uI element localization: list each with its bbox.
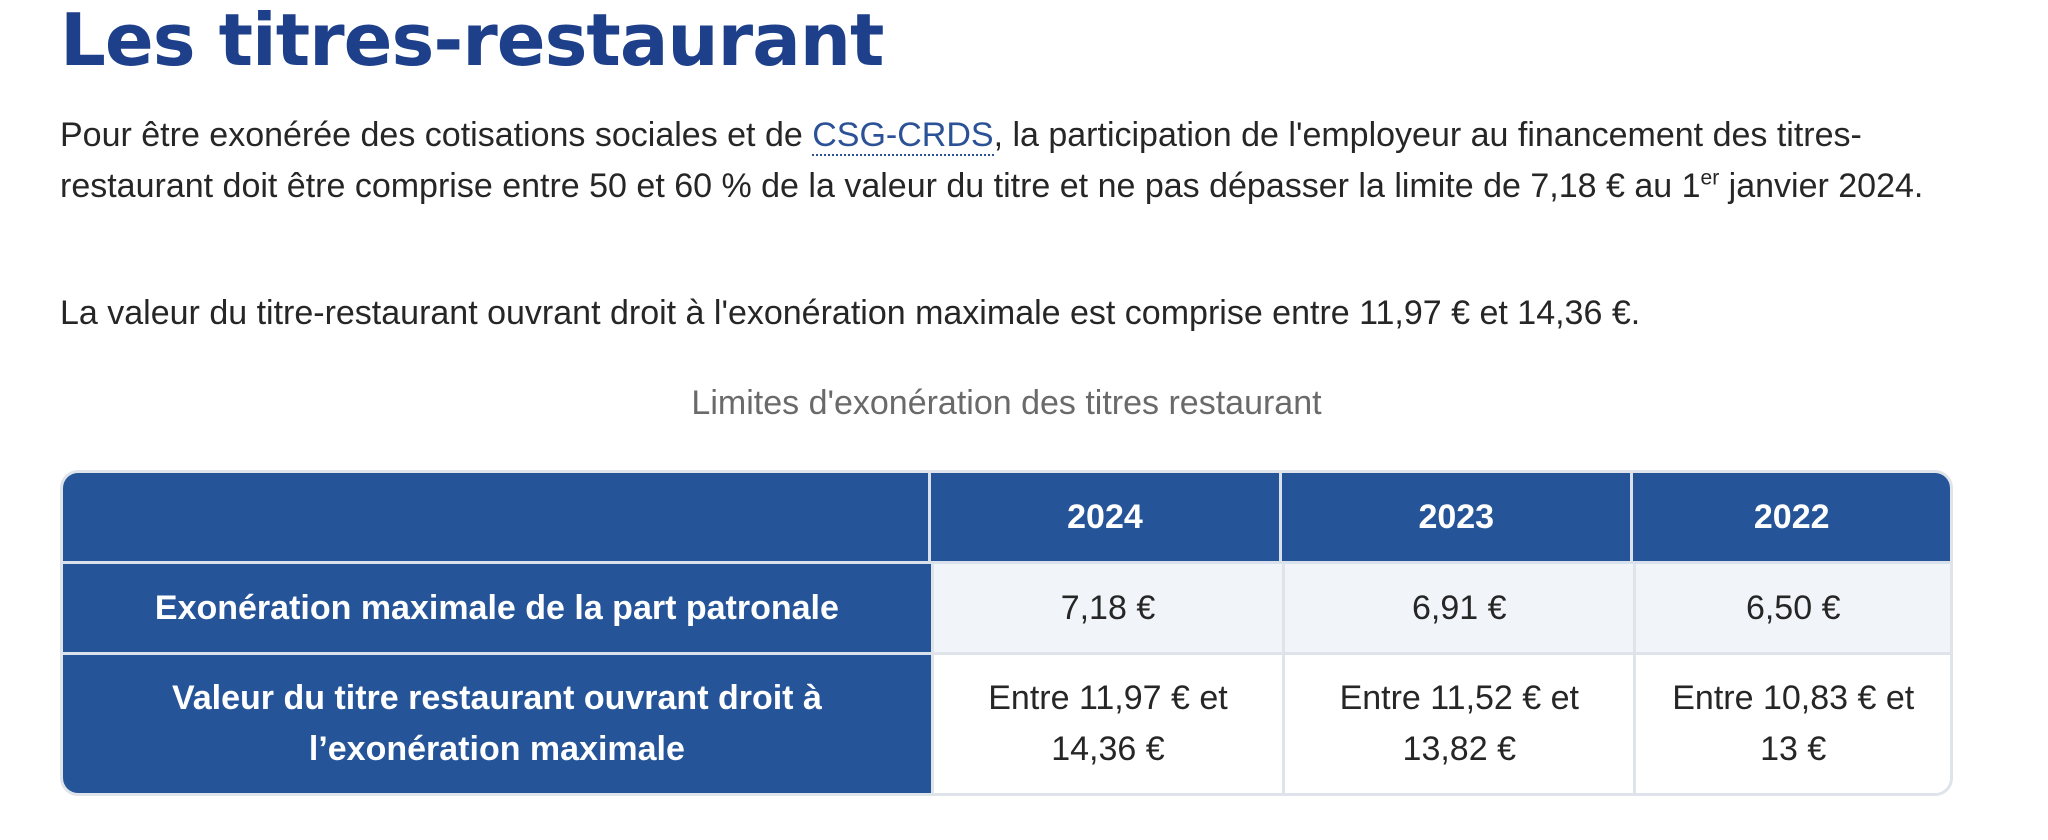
intro-text-start: Pour être exonérée des cotisations socia… (60, 116, 813, 154)
intro-text-middle: , la participation de l'employeur au fin… (60, 116, 1862, 205)
cell-line: Entre 11,52 € et (1339, 679, 1579, 717)
row-label-title-value: Valeur du titre restaurant ouvrant droit… (63, 655, 931, 793)
header-cell-2023: 2023 (1282, 473, 1634, 564)
table-cell: Entre 10,83 € et 13 € (1633, 655, 1950, 793)
cell-line: 13 € (1760, 730, 1827, 768)
cell-line: Entre 11,97 € et (988, 679, 1228, 717)
intro-paragraph: Pour être exonérée des cotisations socia… (60, 110, 1960, 212)
row-label-line: l’exonération maximale (308, 730, 685, 768)
table-cell: Entre 11,97 € et 14,36 € (930, 655, 1283, 793)
table-cell: 7,18 € (930, 564, 1283, 655)
table-header-row: 2024 2023 2022 (63, 473, 1950, 564)
table-row: Exonération maximale de la part patronal… (63, 564, 1950, 655)
table-row: Valeur du titre restaurant ouvrant droit… (63, 655, 1950, 793)
cell-line: Entre 10,83 € et (1672, 679, 1915, 717)
header-cell-2022: 2022 (1633, 473, 1950, 564)
header-cell-2024: 2024 (930, 473, 1283, 564)
table-cell: 6,50 € (1633, 564, 1950, 655)
cell-line: 13,82 € (1402, 730, 1516, 768)
intro-superscript: er (1700, 166, 1720, 190)
row-label-line: Valeur du titre restaurant ouvrant droit… (171, 679, 822, 717)
intro-text-end: janvier 2024. (1719, 167, 1924, 205)
value-paragraph: La valeur du titre-restaurant ouvrant dr… (60, 294, 1641, 332)
row-label-max-exoneration: Exonération maximale de la part patronal… (63, 564, 931, 655)
exoneration-limits-table: 2024 2023 2022 Exonération maximale de l… (60, 470, 1953, 796)
table-cell: 6,91 € (1282, 564, 1634, 655)
cell-line: 14,36 € (1051, 730, 1165, 768)
csg-crds-abbreviation-link[interactable]: CSG-CRDS (812, 116, 994, 156)
page-title: Les titres-restaurant (60, 0, 884, 82)
table-cell: Entre 11,52 € et 13,82 € (1282, 655, 1634, 793)
table-caption: Limites d'exonération des titres restaur… (691, 384, 1322, 422)
header-cell-empty (63, 473, 931, 564)
